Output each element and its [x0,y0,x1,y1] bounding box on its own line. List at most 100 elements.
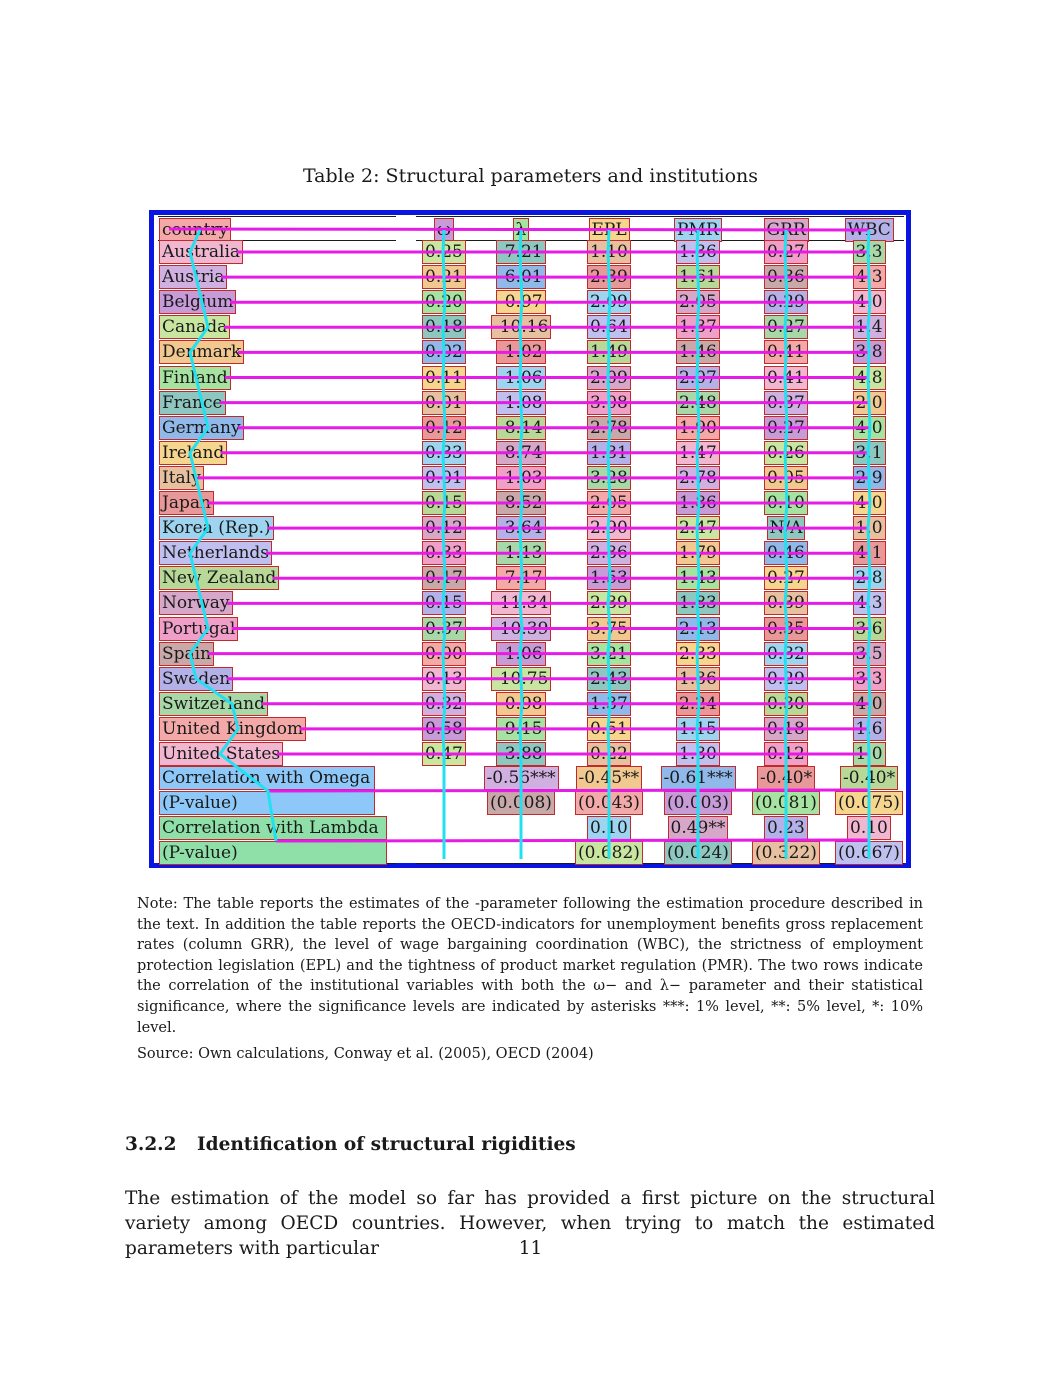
correlation-omega-pvalue: (0.003) [664,791,732,815]
table-row-country: Sweden [159,666,234,691]
table-cell: 1.53 [587,566,631,591]
table-row-country: Germany [159,415,244,440]
table-cell: 0.15 [422,491,466,515]
table-cell: 3.28 [587,465,631,490]
table-cell: 1.90 [676,415,720,440]
table-cell: 0.47 [422,742,466,766]
table-cell: -7.17 [496,566,546,591]
table-cell: 2.8 [852,566,886,591]
table-cell: 0.30 [764,691,808,716]
table-cell: 0.17 [422,566,466,591]
table-row-country: New Zealand [159,566,280,591]
table-cell: 3.3 [852,666,886,691]
table-row-country: Korea (Rep.) [159,516,274,541]
table-row-country: Norway [159,591,233,616]
page-number: 11 [518,1238,543,1259]
table-cell: 2.39 [587,591,631,616]
table-cell: 1.86 [676,491,720,515]
table-cell: -0.98 [496,691,546,716]
table-header-grr: GRR [763,218,809,242]
table-row-country: United States [159,742,284,766]
table-cell: 0.58 [422,716,466,741]
table-row-country: Belgium [159,290,237,315]
table-cell: 1.0 [852,742,886,766]
table-cell: 0.32 [764,641,808,666]
table-cell: -1.06 [496,641,546,666]
table-cell: -1.06 [496,365,546,390]
table-cell: 0.01 [422,465,466,490]
table-cell: 0.64 [587,315,631,340]
table-cell: -10.16 [491,315,552,340]
table-cell: 1.49 [587,340,631,365]
table-cell: 1.6 [852,716,886,741]
table-cell: -1.08 [496,390,546,415]
table-cell: -9.15 [496,716,546,741]
table-cell: 1.37 [587,691,631,716]
table-rule-header [416,240,904,241]
table-cell: 3.8 [852,340,886,365]
correlation-omega-value: -0.56*** [483,766,559,790]
correlation-omega-pvalue: (0.043) [575,791,643,815]
table-cell: 0.41 [764,365,808,390]
table-cell: 3.1 [852,440,886,465]
table-cell: -10.75 [491,666,552,691]
table-cell: 0.18 [764,716,808,741]
table-cell: 3.21 [587,641,631,666]
table-row-country: Finland [159,365,231,390]
table-cell: 0.46 [764,541,808,566]
table-row-country: Austria [159,265,228,290]
table-cell: -1.03 [496,465,546,490]
table-cell: 1.47 [676,440,720,465]
table-cell: 3.6 [852,616,886,641]
table-cell: 0.12 [764,742,808,766]
table-cell: 2.05 [587,491,631,515]
table-caption: Table 2: Structural parameters and insti… [302,165,759,187]
table-cell: 1.46 [676,340,720,365]
table-cell: 2.0 [852,390,886,415]
correlation-omega-value: -0.40* [757,766,816,790]
section-title: Identification of structural rigidities [197,1134,576,1155]
table-row-country: Japan [159,491,214,515]
table-cell: 3.3 [852,240,886,264]
correlation-lambda-value: 0.10 [587,816,631,840]
table-cell: 0.35 [764,616,808,641]
table-header-pmr: PMR [674,218,722,242]
correlation-omega-pvalue: (0.008) [487,791,555,815]
table-cell: 1.37 [676,315,720,340]
table-cell: -0.97 [496,290,546,315]
table-cell: 0.21 [422,265,466,290]
table-cell: -10.39 [491,616,552,641]
table-cell: 0.36 [764,265,808,290]
table-rule-bottom [416,863,904,864]
table-cell: 2.36 [587,541,631,566]
table-cell: 2.05 [676,290,720,315]
table-cell: -11.34 [491,591,552,616]
table-header-country: country [159,218,232,242]
table-cell: 0.02 [422,340,466,365]
table-cell: 2.9 [852,465,886,490]
table-cell: 2.43 [587,666,631,691]
table-source: Source: Own calculations, Conway et al. … [137,1046,594,1062]
correlation-omega-pvalue: (0.081) [752,791,820,815]
table-cell: 1.0 [852,516,886,541]
correlation-lambda-value: 0.23 [764,816,808,840]
correlation-lambda-pvalue-label: (P-value) [159,841,387,865]
table-cell: 0.00 [422,641,466,666]
table-cell: 0.12 [422,415,466,440]
table-cell: 1.36 [676,240,720,264]
table-cell: 1.31 [587,440,631,465]
correlation-omega-value: -0.45** [575,766,643,790]
table-note: Note: The table reports the estimates of… [137,896,923,1036]
table-cell: 0.41 [764,340,808,365]
table-header-wbc: WBC [844,218,894,242]
table-cell: 2.33 [676,641,720,666]
table-header-epl: EPL [588,218,630,242]
table-cell: 0.39 [764,591,808,616]
table-cell: -3.88 [496,742,546,766]
table-cell: 1.36 [676,666,720,691]
correlation-omega-label: Correlation with Omega [159,766,375,790]
table-cell: 0.33 [422,541,466,566]
table-cell: 0.12 [422,516,466,541]
table-row-country: Netherlands [159,541,273,566]
table-rule-top [158,216,396,217]
